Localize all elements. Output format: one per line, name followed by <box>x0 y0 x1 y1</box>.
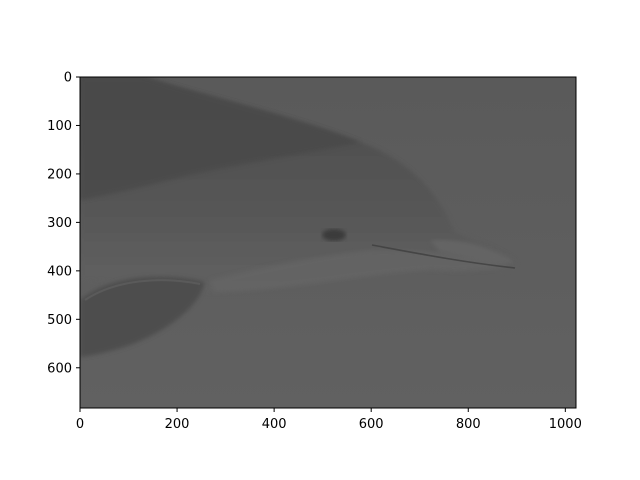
x-tick-label: 1000 <box>549 417 582 432</box>
y-tick-label: 400 <box>47 264 72 279</box>
x-tick-label: 800 <box>456 417 481 432</box>
axes-frame <box>79 76 577 409</box>
dolphin-eye <box>322 229 346 241</box>
x-axis: 0 200 400 600 800 1000 <box>76 408 582 432</box>
dolphin-back <box>80 77 360 200</box>
dolphin-mouth-line <box>371 244 516 269</box>
y-tick-label: 500 <box>47 313 72 328</box>
y-tick-label: 600 <box>47 361 72 376</box>
x-tick-label: 600 <box>359 417 384 432</box>
y-tick-label: 300 <box>47 216 72 231</box>
dolphin-belly <box>210 249 512 292</box>
x-tick-label: 200 <box>165 417 190 432</box>
dolphin-beak <box>430 239 515 263</box>
x-tick-label: 0 <box>76 417 84 432</box>
x-tick-label: 400 <box>262 417 287 432</box>
y-tick-label: 0 <box>64 71 72 86</box>
y-tick-label: 200 <box>47 167 72 182</box>
dolphin-photo <box>80 77 576 408</box>
dolphin-pectoral-fin <box>80 276 205 357</box>
fin-edge <box>84 279 201 301</box>
y-axis: 0 100 200 300 400 500 600 <box>47 71 80 376</box>
y-tick-label: 100 <box>47 119 72 134</box>
